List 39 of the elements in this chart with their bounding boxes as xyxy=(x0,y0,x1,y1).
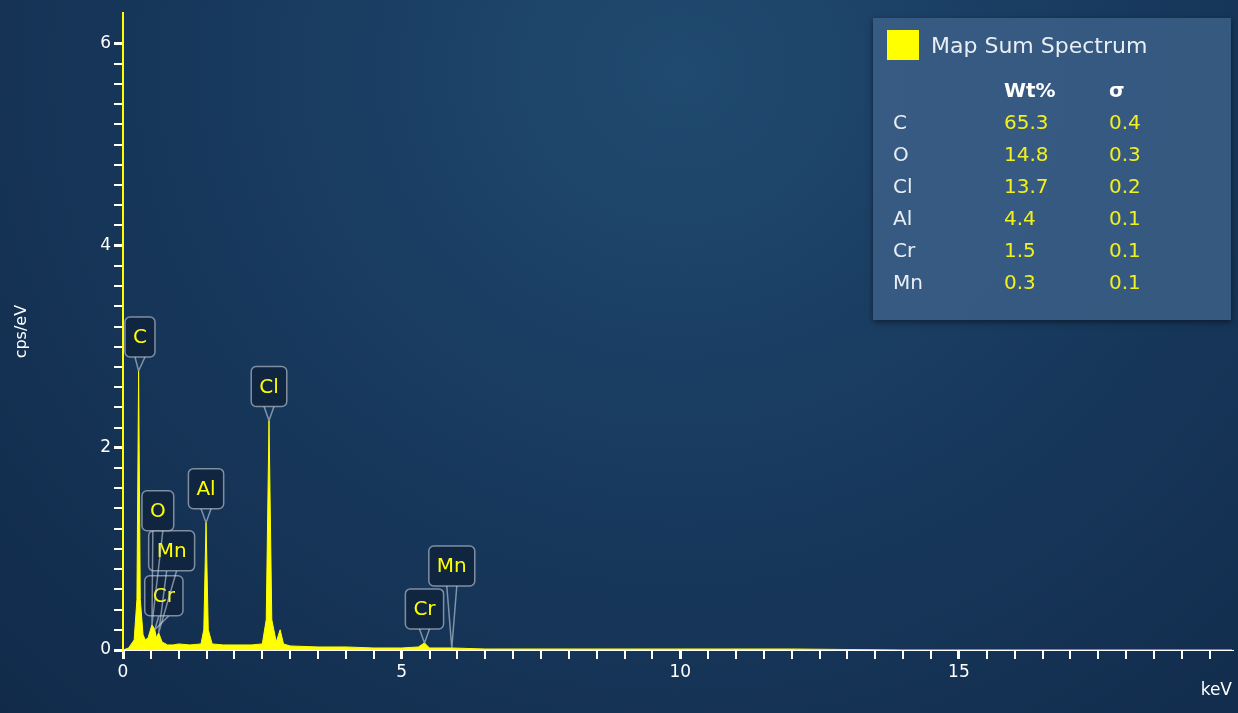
x-tick-label: 15 xyxy=(948,660,970,681)
annotation: Cr xyxy=(152,582,176,607)
category-label: Cr xyxy=(892,237,917,264)
data-label: 1.5 xyxy=(1004,237,1037,264)
x-tick-label: 10 xyxy=(669,660,692,681)
data-label: 0.1 xyxy=(1109,237,1142,264)
annotation: Al xyxy=(196,475,216,500)
data-label: 0.4 xyxy=(1109,109,1142,136)
data-label: 65.3 xyxy=(1004,109,1050,136)
category-label: C xyxy=(892,109,908,136)
category-label: Al xyxy=(892,205,914,232)
series-label: Wt% xyxy=(1004,77,1057,104)
y-tick-label: 2 xyxy=(100,436,111,457)
category-label: O xyxy=(892,141,910,168)
annotation: Cl xyxy=(259,373,279,398)
data-label: 0.1 xyxy=(1109,205,1142,232)
text: σ xyxy=(1109,77,1126,104)
annotation: Mn xyxy=(436,553,467,578)
data-label: 13.7 xyxy=(1004,173,1050,200)
data-label: 14.8 xyxy=(1004,141,1050,168)
annotation: O xyxy=(149,497,166,522)
x-tick-label: 0 xyxy=(117,660,129,681)
category-label: Mn xyxy=(892,269,924,296)
y-axis-title: cps/eV xyxy=(10,304,30,359)
annotation: Mn xyxy=(156,538,187,563)
legend-label: Map Sum Spectrum xyxy=(931,32,1148,58)
x-tick-label: 5 xyxy=(396,660,408,681)
data-label: 0.2 xyxy=(1109,173,1142,200)
data-label: 0.3 xyxy=(1004,269,1037,296)
data-label: 0.1 xyxy=(1109,269,1142,296)
data-label: 4.4 xyxy=(1004,205,1037,232)
y-tick-label: 6 xyxy=(100,31,111,52)
x-axis-title: keV xyxy=(1200,679,1233,700)
y-tick-label: 0 xyxy=(100,638,111,659)
data-label: 0.3 xyxy=(1109,141,1142,168)
category-label: Cl xyxy=(892,173,914,200)
annotation: C xyxy=(133,324,147,349)
y-tick-label: 4 xyxy=(100,234,111,255)
annotation: Cr xyxy=(413,596,437,621)
